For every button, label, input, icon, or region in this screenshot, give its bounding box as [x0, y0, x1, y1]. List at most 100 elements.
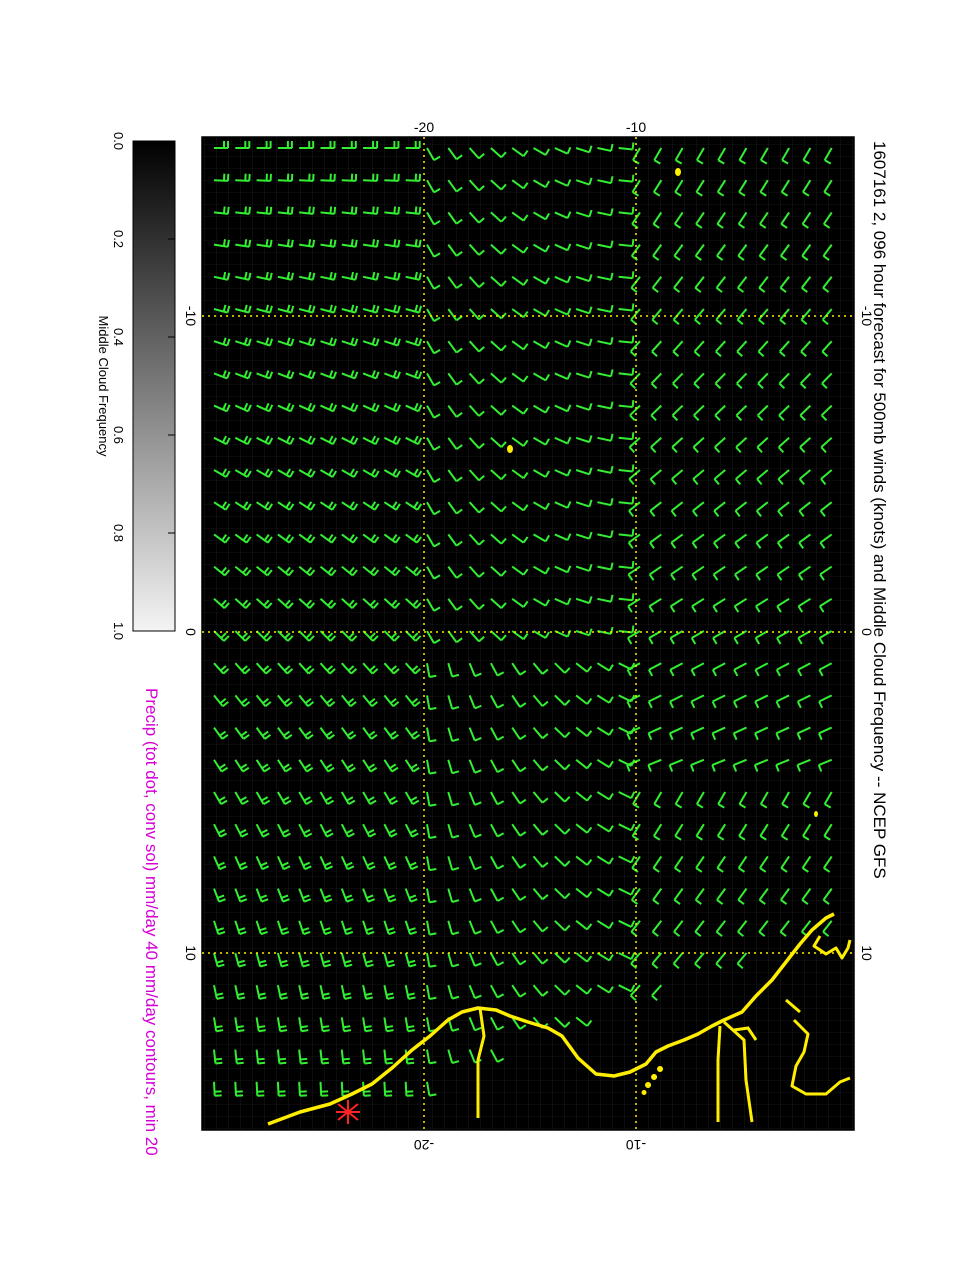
wind-barb	[511, 759, 527, 773]
wind-barb	[575, 855, 593, 866]
wind-barb	[779, 308, 790, 325]
wind-barb	[340, 1017, 352, 1033]
wind-barb	[690, 662, 705, 677]
wind-barb	[694, 888, 705, 905]
wind-barb	[319, 759, 335, 773]
wind-barb	[426, 211, 441, 226]
wind-barb	[235, 206, 251, 215]
wind-barb	[755, 565, 769, 581]
wind-barb	[213, 402, 231, 413]
wind-barb	[775, 662, 790, 677]
wind-barb	[735, 437, 748, 454]
wind-barb	[384, 337, 401, 347]
wind-barb	[671, 469, 684, 486]
wind-barb	[255, 888, 269, 903]
wind-barb	[716, 211, 727, 229]
wind-barb	[799, 404, 812, 422]
wind-barb	[511, 372, 529, 383]
wind-barb	[575, 209, 593, 218]
wind-barb	[490, 276, 507, 287]
wind-barb	[754, 630, 769, 645]
wind-barb	[447, 630, 463, 644]
wind-barb	[778, 372, 790, 390]
wind-barb	[671, 437, 684, 454]
wind-barb	[256, 533, 273, 544]
wind-barb	[298, 501, 316, 511]
map-panel	[201, 136, 855, 1131]
wind-barb	[213, 920, 226, 936]
wind-barb	[511, 243, 529, 254]
wind-barb	[447, 984, 460, 1000]
wind-barb	[341, 271, 358, 281]
wind-barb	[319, 952, 332, 968]
wind-barb	[737, 211, 748, 229]
wind-barb	[554, 243, 572, 252]
wind-barb	[532, 662, 549, 675]
wind-barb	[383, 1049, 393, 1065]
wind-barb	[757, 372, 769, 390]
precip-subtitle: Precip (tot dot, conv sol) mm/day 40 mm/…	[142, 688, 161, 1156]
wind-barb	[276, 1081, 286, 1097]
coastline	[267, 912, 835, 1126]
wind-barb	[554, 340, 572, 348]
wind-barb	[756, 437, 769, 454]
wind-barb	[234, 823, 249, 838]
wind-barb	[597, 562, 614, 571]
wind-barb	[554, 597, 572, 606]
wind-barb	[468, 823, 482, 839]
wind-barb	[277, 630, 294, 642]
colorbar-tick-label: 0.2	[111, 230, 126, 248]
wind-barb	[490, 372, 507, 384]
wind-barb	[298, 662, 315, 675]
wind-barb	[213, 435, 231, 446]
wind-barb	[426, 598, 441, 612]
wind-barb	[672, 340, 684, 358]
wind-barb	[554, 952, 571, 964]
wind-barb	[277, 727, 293, 740]
wind-barb	[213, 501, 231, 511]
wind-barb	[755, 533, 769, 549]
wind-barb	[468, 984, 482, 1000]
wind-barb	[363, 173, 379, 182]
wind-barb	[627, 533, 641, 549]
wind-barb	[490, 662, 505, 677]
wind-barb	[447, 920, 460, 936]
wind-barb	[383, 727, 399, 740]
wind-barb	[490, 1016, 505, 1031]
wind-barb	[823, 179, 833, 197]
wind-barb	[298, 533, 316, 544]
wind-barb	[405, 598, 422, 609]
wind-barb	[712, 565, 726, 581]
wind-barb	[426, 566, 441, 580]
wind-barb	[647, 758, 662, 772]
wind-barb	[758, 920, 769, 937]
wind-barb	[781, 147, 790, 165]
wind-barb	[383, 1017, 394, 1033]
wind-barb	[255, 920, 268, 936]
wind-barb	[255, 855, 270, 871]
wind-barb	[468, 952, 482, 967]
map-frame	[201, 136, 855, 1131]
wind-barb	[715, 952, 726, 969]
wind-barb	[711, 662, 726, 677]
wind-barb	[732, 726, 747, 741]
wind-barb	[405, 533, 422, 544]
colorbar: 0.0 0.2 0.4 0.6 0.8 1.0 Middle Cloud Frequenc…	[96, 132, 176, 640]
wind-barb	[319, 855, 333, 871]
wind-barb	[532, 404, 550, 414]
wind-barb	[276, 1017, 288, 1033]
wind-barb	[596, 791, 614, 801]
wind-barb	[597, 465, 614, 474]
wind-barb	[511, 888, 527, 902]
wind-barb	[779, 276, 790, 293]
wind-barb	[618, 855, 636, 864]
wind-barb	[405, 206, 422, 215]
wind-barb	[490, 984, 505, 999]
wind-barb	[823, 147, 833, 165]
axis-labels: -10 -10 0 0 10 10 -20 -20 -10 -10	[183, 119, 875, 1153]
map-fine-grid	[202, 137, 854, 1130]
wind-barb	[298, 694, 315, 708]
wind-barb	[235, 239, 252, 248]
wind-barb	[713, 501, 726, 517]
